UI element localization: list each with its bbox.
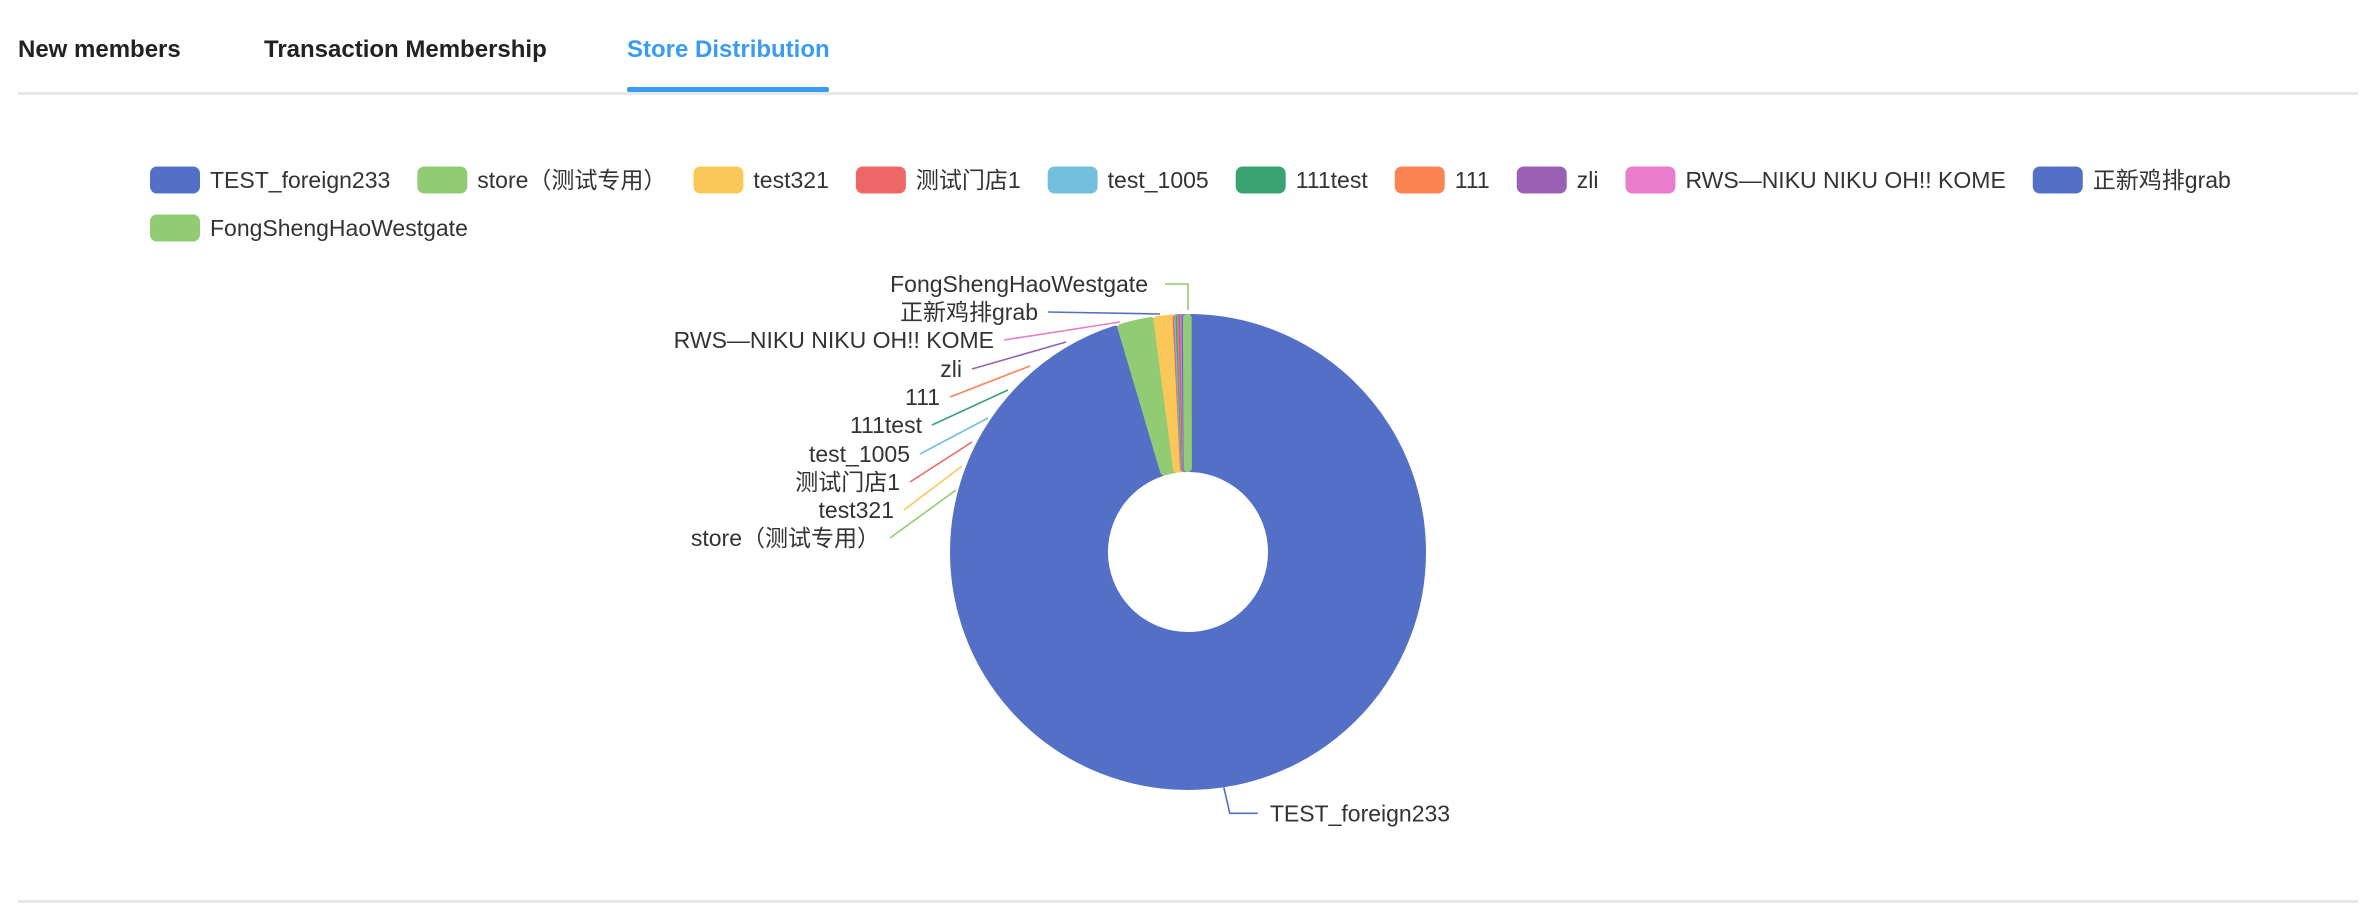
slice-fongshenghaowestgate-10[interactable] xyxy=(1182,314,1192,473)
legend-label: 正新鸡排grab xyxy=(2093,167,2231,193)
slice-label-text: 正新鸡排grab xyxy=(900,299,1038,325)
divider xyxy=(18,900,2358,903)
legend-label: zli xyxy=(1577,167,1599,193)
legend-swatch xyxy=(2032,166,2083,194)
legend-swatch xyxy=(1625,166,1676,194)
legend-item-test-1005-4[interactable]: test_1005 xyxy=(1047,166,1209,194)
leader-line xyxy=(1003,321,1121,341)
leader-line xyxy=(903,465,963,511)
legend-item-zli-7[interactable]: zli xyxy=(1516,166,1599,194)
slice-test-foreign233-0[interactable] xyxy=(950,314,1426,790)
legend-item-grab-9[interactable]: 正新鸡排grab xyxy=(2032,166,2231,194)
donut xyxy=(950,314,1426,790)
slice-label-test-foreign233-0: TEST_foreign233 xyxy=(1223,787,1450,826)
legend-swatch xyxy=(150,166,200,194)
legend-label: FongShengHaoWestgate xyxy=(210,215,468,241)
legend-swatch xyxy=(150,214,200,242)
slice-label-text: 111 xyxy=(905,384,940,410)
legend-swatch xyxy=(1047,166,1098,194)
slice-label-text: zli xyxy=(940,356,962,382)
slice-label-text: FongShengHaoWestgate xyxy=(890,271,1148,297)
slice-label-rws-niku-niku-oh-kome-8: RWS—NIKU NIKU OH!! KOME xyxy=(674,321,1121,353)
legend-label: store（测试专用） xyxy=(477,167,666,193)
slice-label-text: test_1005 xyxy=(809,441,910,467)
leader-line xyxy=(949,365,1031,398)
active-tab-indicator xyxy=(627,87,829,92)
leader-line xyxy=(1223,787,1258,815)
slice-label-test-1005-4: test_1005 xyxy=(809,417,989,467)
slice-label-text: TEST_foreign233 xyxy=(1270,800,1450,826)
slice-label-grab-9: 正新鸡排grab xyxy=(900,299,1161,325)
legend-item-rws-niku-niku-oh-kome-8[interactable]: RWS—NIKU NIKU OH!! KOME xyxy=(1625,166,2006,194)
slice-label-fongshenghaowestgate-10: FongShengHaoWestgate xyxy=(890,271,1189,310)
legend-item-111test-5[interactable]: 111test xyxy=(1235,166,1369,194)
leader-line xyxy=(971,341,1067,370)
legend-item-fongshenghaowestgate-10[interactable]: FongShengHaoWestgate xyxy=(150,214,468,242)
legend-swatch xyxy=(1235,166,1286,194)
slice-label-1-3: 测试门店1 xyxy=(795,441,973,495)
slice-label-111-6: 111 xyxy=(905,365,1031,410)
leader-line xyxy=(909,441,973,483)
legend-item-test-foreign233-0[interactable]: TEST_foreign233 xyxy=(150,166,390,194)
slice-label-text: 111test xyxy=(850,412,923,438)
legend-item-store-1[interactable]: store（测试专用） xyxy=(417,166,666,194)
legend-label: RWS—NIKU NIKU OH!! KOME xyxy=(1685,167,2005,193)
slice-label-test321-2: test321 xyxy=(819,465,963,523)
legend-swatch xyxy=(1394,166,1445,194)
slice-label-111test-5: 111test xyxy=(850,389,1009,438)
leader-line xyxy=(1165,283,1189,310)
slice-label-text: test321 xyxy=(819,497,894,523)
slice-label-store-1: store（测试专用） xyxy=(691,489,957,551)
legend-swatch xyxy=(417,166,468,194)
slice-label-zli-7: zli xyxy=(940,341,1067,382)
legend-label: 测试门店1 xyxy=(916,167,1021,193)
tab-store-distribution[interactable]: Store Distribution xyxy=(627,36,830,63)
leader-line xyxy=(889,489,957,539)
slice-label-text: 测试门店1 xyxy=(795,469,900,495)
leader-line xyxy=(931,389,1009,426)
legend-item-111-6[interactable]: 111 xyxy=(1394,166,1490,194)
tab-bar: New members Transaction Membership Store… xyxy=(18,0,2358,95)
tab-new-members[interactable]: New members xyxy=(18,36,181,63)
legend-swatch xyxy=(855,166,906,194)
legend-swatch xyxy=(693,166,744,194)
legend-item-1-3[interactable]: 测试门店1 xyxy=(855,166,1021,194)
leader-line xyxy=(919,417,989,455)
legend-swatch xyxy=(1516,166,1567,194)
legend: TEST_foreign233 store（测试专用） test321 测试门店1 te… xyxy=(150,166,2231,242)
legend-item-test321-2[interactable]: test321 xyxy=(693,166,829,194)
leader-line xyxy=(1047,311,1161,315)
legend-label: test_1005 xyxy=(1108,167,1209,193)
legend-label: 111 xyxy=(1455,167,1490,193)
slice-label-text: store（测试专用） xyxy=(691,525,880,551)
legend-label: test321 xyxy=(753,167,828,193)
slice-label-text: RWS—NIKU NIKU OH!! KOME xyxy=(674,327,994,353)
legend-label: TEST_foreign233 xyxy=(210,167,390,193)
legend-label: 111test xyxy=(1296,167,1369,193)
tab-transaction-membership[interactable]: Transaction Membership xyxy=(264,36,547,63)
